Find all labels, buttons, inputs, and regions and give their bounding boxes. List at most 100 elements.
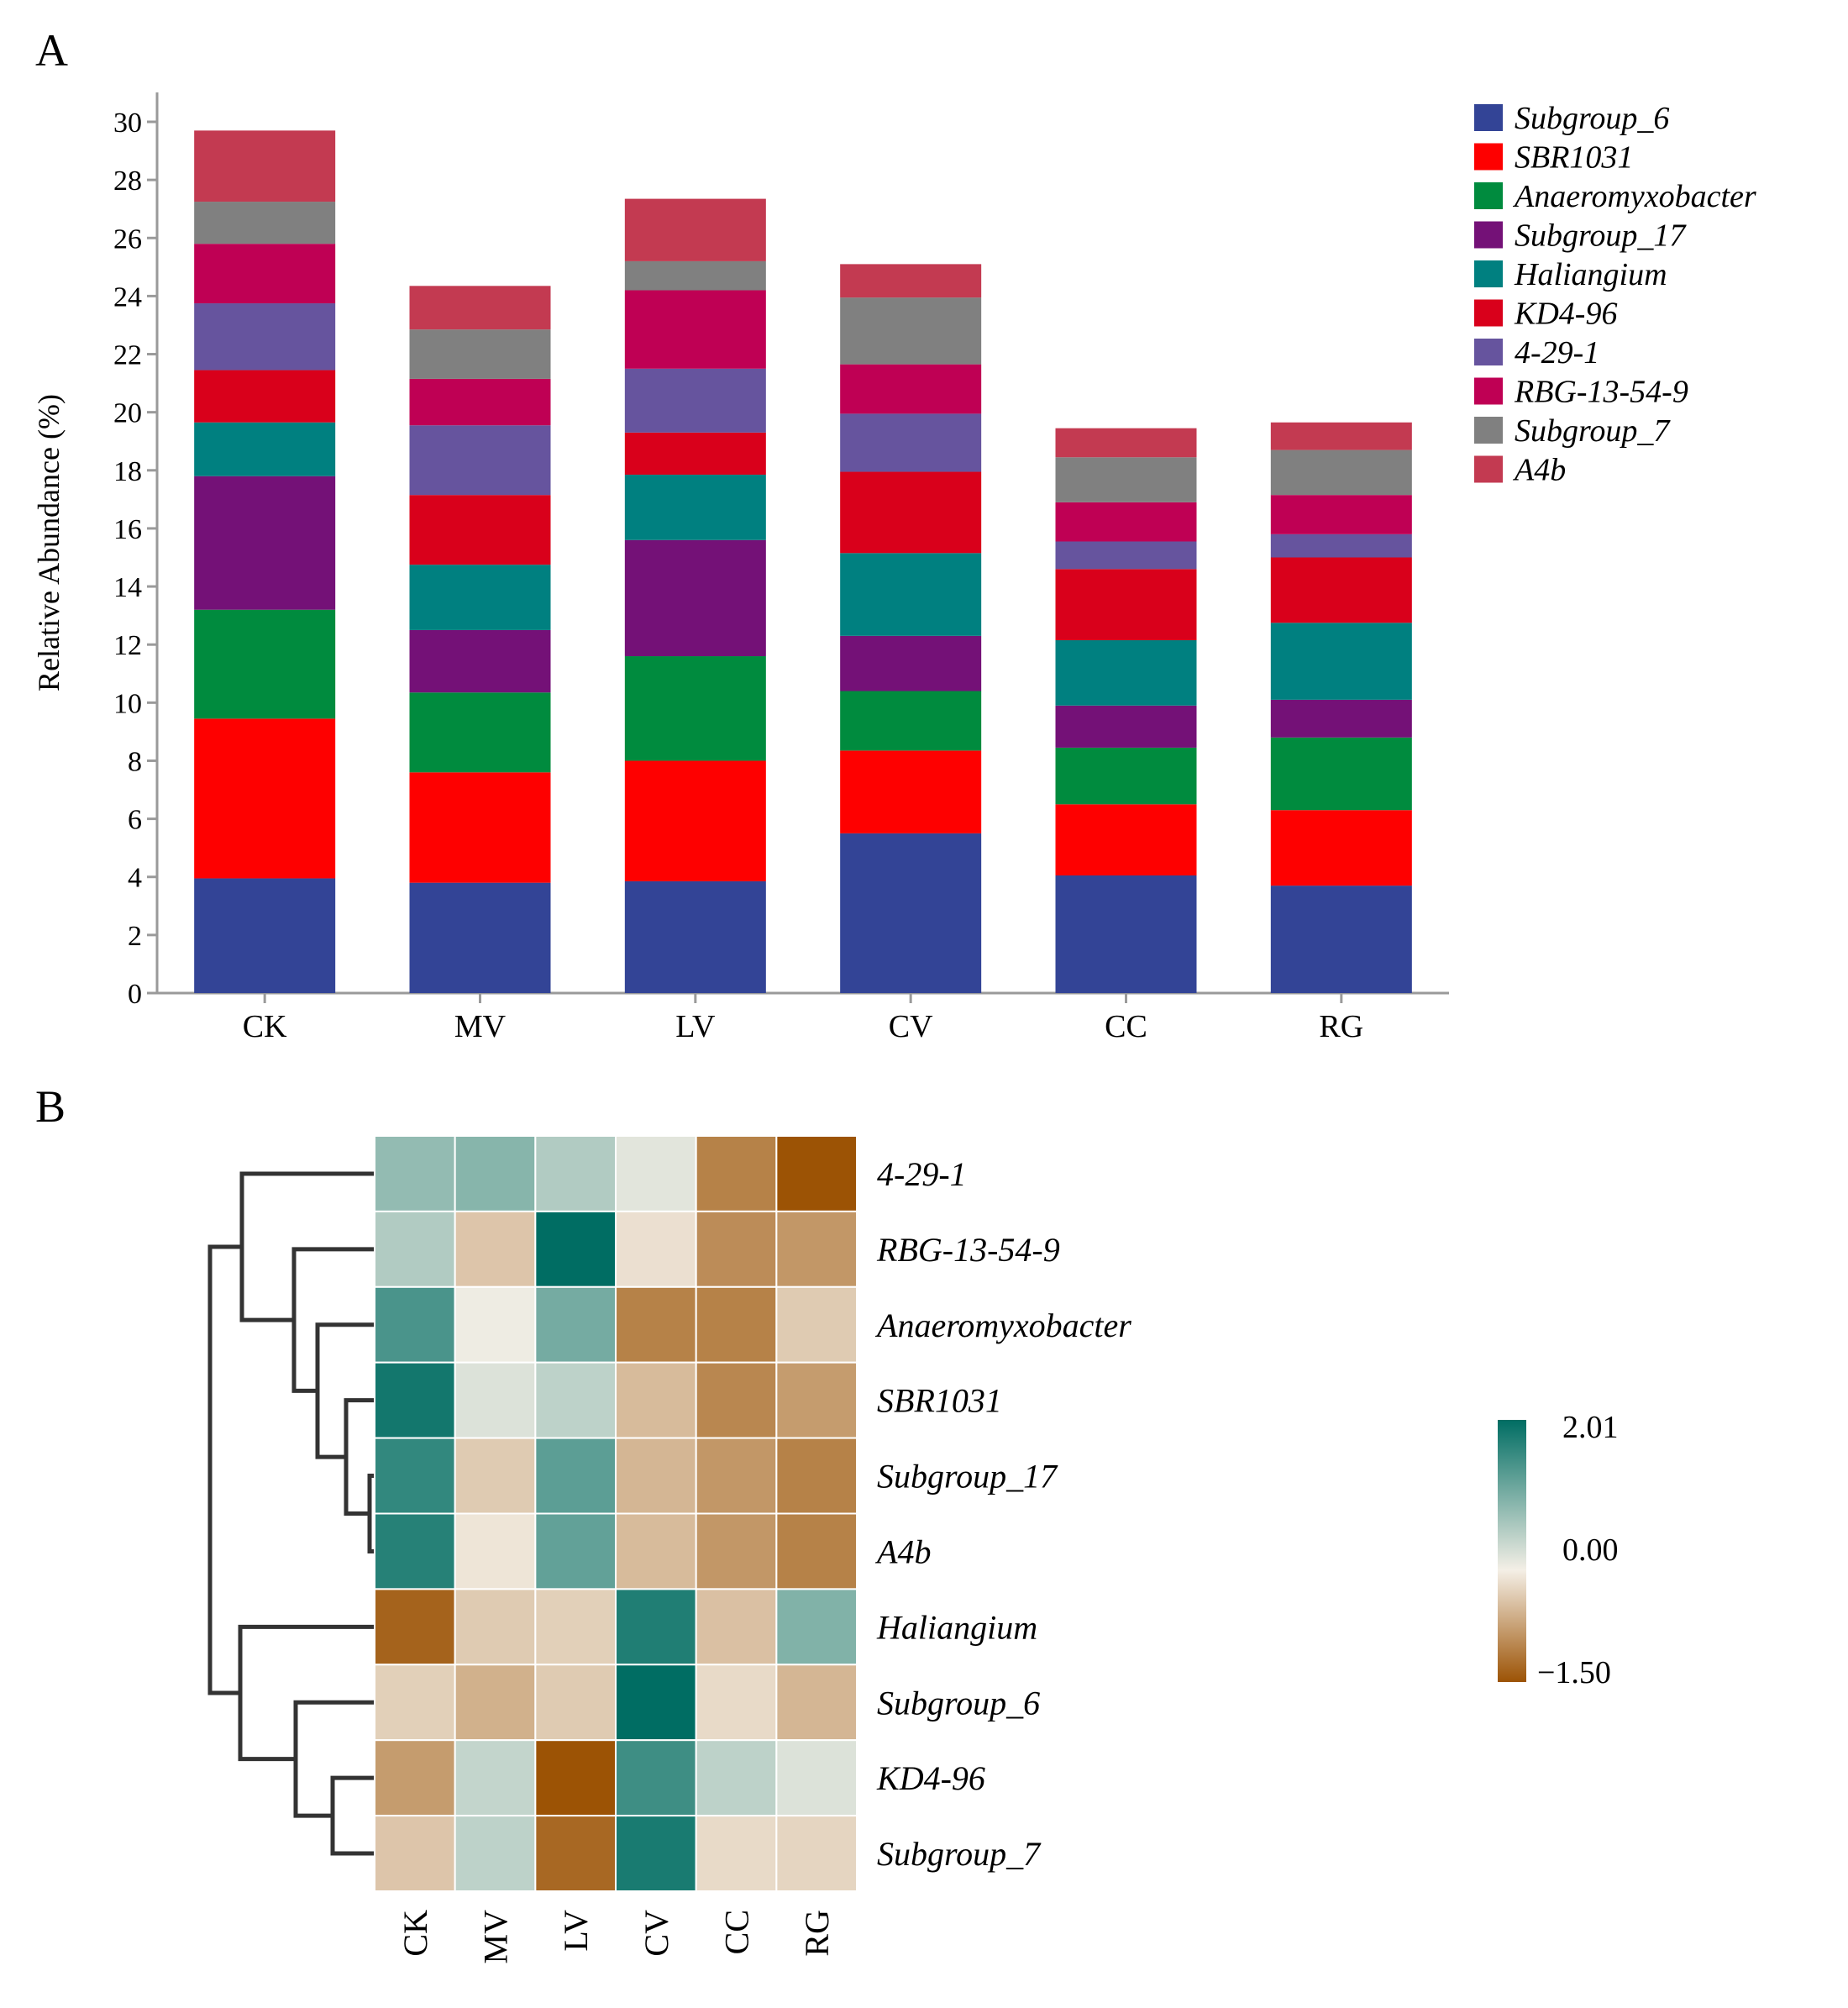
heatmap-cell-anaeromyxobacter-lv bbox=[534, 1285, 617, 1364]
bar-mv-kd4-96 bbox=[409, 495, 551, 565]
legend-label-rbg-13-54-9: RBG-13-54-9 bbox=[1514, 375, 1688, 410]
legend-label-sbr1031: SBR1031 bbox=[1515, 140, 1633, 176]
bar-cv-haliangium bbox=[840, 553, 982, 636]
dendrogram-branch-7 bbox=[238, 1624, 375, 1762]
y-tick-label: 0 bbox=[128, 979, 142, 1010]
heatmap-cell-a4b-ck bbox=[374, 1512, 456, 1590]
colorbar-gradient bbox=[1498, 1420, 1526, 1682]
row-dendrogram bbox=[207, 1171, 375, 1856]
dendrogram-branch-6 bbox=[293, 1700, 375, 1818]
heatmap-cell-subgroup-6-rg bbox=[775, 1664, 858, 1742]
heatmap-cell-sbr1031-cc bbox=[695, 1361, 778, 1439]
heatmap-cell-subgroup-6-cc bbox=[695, 1664, 778, 1742]
heatmap-cell-a4b-cv bbox=[615, 1512, 697, 1590]
y-tick-label: 22 bbox=[113, 340, 142, 371]
heatmap-cell-subgroup-17-ck bbox=[374, 1437, 456, 1515]
heatmap-cell-rbg-13-54-9-rg bbox=[775, 1210, 858, 1288]
row-label-haliangium: Haliangium bbox=[876, 1608, 1037, 1646]
bar-ck-subgroup-17 bbox=[194, 476, 336, 610]
bar-rg-subgroup-17 bbox=[1270, 699, 1412, 738]
bar-segments bbox=[194, 130, 1412, 993]
heatmap-cell-rbg-13-54-9-lv bbox=[534, 1210, 617, 1288]
heatmap-cell-haliangium-cv bbox=[615, 1588, 697, 1666]
colorbar: 2.01 0.00 −1.50 bbox=[1498, 1410, 1619, 1690]
heatmap-cells bbox=[374, 1135, 858, 1893]
heatmap-cell-rbg-13-54-9-mv bbox=[454, 1210, 537, 1288]
bar-cc-4-29-1 bbox=[1055, 541, 1197, 570]
y-tick-label: 20 bbox=[113, 398, 142, 429]
bar-lv-4-29-1 bbox=[624, 368, 766, 433]
bar-cv-subgroup-7 bbox=[840, 297, 982, 365]
heatmap-chart: 4-29-1 RBG-13-54-9 Anaeromyxobacter SBR1031… bbox=[207, 1135, 1619, 1963]
heatmap-cell-4-29-1-cv bbox=[615, 1135, 697, 1212]
row-label-anaeromyxobacter: Anaeromyxobacter bbox=[874, 1306, 1131, 1344]
heatmap-cell-a4b-mv bbox=[454, 1512, 537, 1590]
y-axis-title: Relative Abundance (%) bbox=[32, 394, 66, 691]
y-tick-label: 14 bbox=[113, 572, 142, 603]
bar-ck-rbg-13-54-9 bbox=[194, 244, 336, 304]
bar-cc-haliangium bbox=[1055, 640, 1197, 706]
row-label-subgroup-7: Subgroup_7 bbox=[877, 1835, 1042, 1873]
heatmap-cell-rbg-13-54-9-ck bbox=[374, 1210, 456, 1288]
bar-cv-rbg-13-54-9 bbox=[840, 364, 982, 414]
y-tick-label: 2 bbox=[128, 921, 142, 952]
legend-label-kd4-96: KD4-96 bbox=[1514, 297, 1617, 332]
heatmap-cell-subgroup-7-ck bbox=[374, 1815, 456, 1893]
y-tick-label: 16 bbox=[113, 514, 142, 545]
dendrogram-branch-5 bbox=[330, 1775, 375, 1856]
col-label-cv: CV bbox=[638, 1910, 675, 1957]
heatmap-cell-rbg-13-54-9-cv bbox=[615, 1210, 697, 1288]
heatmap-cell-subgroup-17-rg bbox=[775, 1437, 858, 1515]
legend-swatch-rbg-13-54-9 bbox=[1474, 377, 1503, 405]
heatmap-cell-subgroup-6-ck bbox=[374, 1664, 456, 1742]
heatmap-cell-4-29-1-lv bbox=[534, 1135, 617, 1212]
x-tick-label-mv: MV bbox=[454, 1009, 507, 1044]
heatmap-cell-sbr1031-lv bbox=[534, 1361, 617, 1439]
heatmap-cell-haliangium-cc bbox=[695, 1588, 778, 1666]
heatmap-cell-subgroup-17-mv bbox=[454, 1437, 537, 1515]
heatmap-cell-subgroup-17-lv bbox=[534, 1437, 617, 1515]
y-tick-label: 4 bbox=[128, 863, 142, 894]
row-label-kd4-96: KD4-96 bbox=[876, 1759, 985, 1797]
bar-cv-a4b bbox=[840, 264, 982, 298]
col-label-rg: RG bbox=[798, 1910, 836, 1957]
legend-swatch-a4b bbox=[1474, 455, 1503, 483]
bar-cc-a4b bbox=[1055, 428, 1197, 458]
x-tick-label-cv: CV bbox=[889, 1009, 933, 1044]
heatmap-cell-kd4-96-ck bbox=[374, 1739, 456, 1817]
heatmap-cell-kd4-96-rg bbox=[775, 1739, 858, 1817]
bar-cc-kd4-96 bbox=[1055, 569, 1197, 641]
heatmap-cell-4-29-1-rg bbox=[775, 1135, 858, 1212]
legend-swatch-subgroup-17 bbox=[1474, 221, 1503, 249]
bar-rg-subgroup-7 bbox=[1270, 449, 1412, 496]
row-label-4-29-1: 4-29-1 bbox=[877, 1155, 967, 1193]
row-label-subgroup-17: Subgroup_17 bbox=[877, 1458, 1058, 1495]
bar-cc-rbg-13-54-9 bbox=[1055, 502, 1197, 542]
bar-mv-haliangium bbox=[409, 565, 551, 630]
bar-lv-haliangium bbox=[624, 474, 766, 540]
y-tick-label: 8 bbox=[128, 746, 142, 777]
heatmap-cell-haliangium-rg bbox=[775, 1588, 858, 1666]
row-label-rbg-13-54-9: RBG-13-54-9 bbox=[876, 1231, 1060, 1269]
bar-ck-sbr1031 bbox=[194, 718, 336, 879]
col-label-ck: CK bbox=[396, 1910, 434, 1957]
dendrogram-branch-4 bbox=[239, 1171, 375, 1322]
dendrogram-branch-3 bbox=[291, 1247, 375, 1393]
heatmap-cell-subgroup-17-cv bbox=[615, 1437, 697, 1515]
heatmap-cell-4-29-1-mv bbox=[454, 1135, 537, 1212]
col-label-cc: CC bbox=[718, 1910, 756, 1954]
heatmap-cell-haliangium-mv bbox=[454, 1588, 537, 1666]
heatmap-cell-anaeromyxobacter-mv bbox=[454, 1285, 537, 1364]
heatmap-cell-subgroup-17-cc bbox=[695, 1437, 778, 1515]
heatmap-cell-subgroup-7-mv bbox=[454, 1815, 537, 1893]
heatmap-cell-anaeromyxobacter-cc bbox=[695, 1285, 778, 1364]
bar-cv-sbr1031 bbox=[840, 750, 982, 833]
bar-cv-subgroup-17 bbox=[840, 635, 982, 691]
heatmap-cell-haliangium-lv bbox=[534, 1588, 617, 1666]
x-tick-label-ck: CK bbox=[243, 1009, 287, 1044]
heatmap-cell-sbr1031-mv bbox=[454, 1361, 537, 1439]
bar-cc-sbr1031 bbox=[1055, 804, 1197, 876]
bar-lv-rbg-13-54-9 bbox=[624, 290, 766, 369]
heatmap-cell-sbr1031-cv bbox=[615, 1361, 697, 1439]
